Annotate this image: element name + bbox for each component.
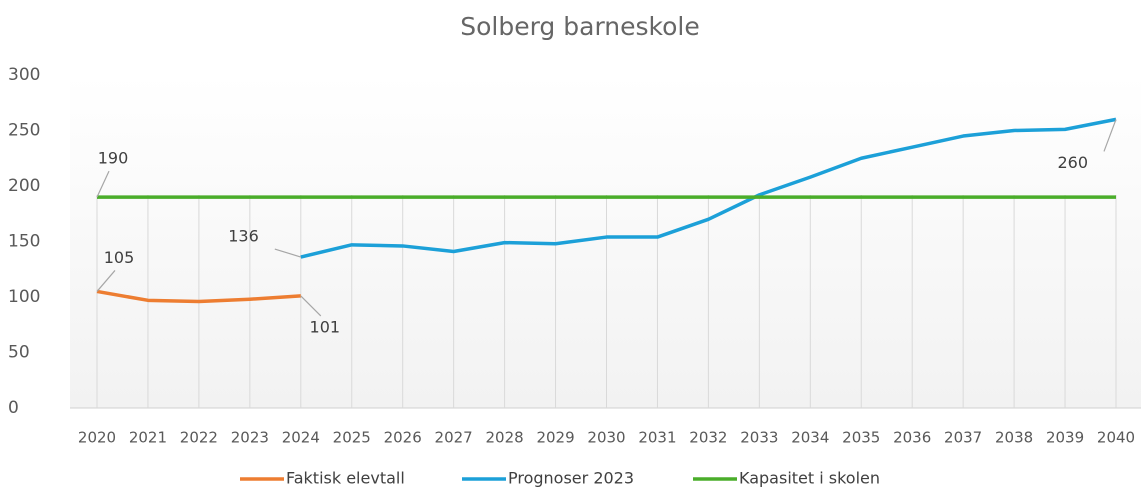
x-tick-label: 2034 <box>791 429 829 447</box>
y-tick-label: 200 <box>8 176 40 196</box>
leader-line <box>96 270 116 292</box>
data-label: 136 <box>228 227 259 246</box>
leader-line <box>274 248 301 258</box>
x-tick-label: 2028 <box>486 429 524 447</box>
x-tick-label: 2022 <box>180 429 218 447</box>
legend-label: Prognoser 2023 <box>508 469 634 488</box>
series-line <box>300 117 1117 259</box>
x-tick-label: 2031 <box>638 429 676 447</box>
series-line <box>96 289 301 304</box>
y-tick-label: 150 <box>8 232 40 252</box>
data-label: 101 <box>310 317 341 336</box>
x-tick-label: 2021 <box>129 429 167 447</box>
x-tick-label: 2033 <box>740 429 778 447</box>
x-tick-label: 2036 <box>893 429 931 447</box>
y-tick-label: 300 <box>8 65 40 85</box>
data-label: 190 <box>98 149 129 168</box>
legend-label: Faktisk elevtall <box>286 469 405 488</box>
chart-title: Solberg barneskole <box>460 12 700 41</box>
x-tick-label: 2035 <box>842 429 880 447</box>
legend-label: Kapasitet i skolen <box>739 469 880 488</box>
x-tick-label: 2026 <box>384 429 422 447</box>
y-tick-label: 0 <box>8 398 19 418</box>
x-tick-label: 2040 <box>1097 429 1135 447</box>
leader-line <box>300 295 322 317</box>
leader-line <box>1103 119 1117 152</box>
x-tick-label: 2038 <box>995 429 1033 447</box>
data-label: 105 <box>104 248 135 267</box>
x-tick-label: 2032 <box>689 429 727 447</box>
x-tick-label: 2030 <box>587 429 625 447</box>
leader-line <box>96 170 110 198</box>
x-tick-label: 2025 <box>333 429 371 447</box>
x-tick-label: 2037 <box>944 429 982 447</box>
y-tick-label: 50 <box>8 343 30 363</box>
x-tick-label: 2029 <box>536 429 574 447</box>
x-tick-label: 2027 <box>435 429 473 447</box>
y-tick-label: 100 <box>8 287 40 307</box>
x-tick-label: 2039 <box>1046 429 1084 447</box>
x-tick-label: 2024 <box>282 429 320 447</box>
y-tick-label: 250 <box>8 121 40 141</box>
plot-background <box>70 75 1141 408</box>
data-label: 260 <box>1057 153 1088 172</box>
x-tick-label: 2023 <box>231 429 269 447</box>
x-tick-label: 2020 <box>78 429 116 447</box>
